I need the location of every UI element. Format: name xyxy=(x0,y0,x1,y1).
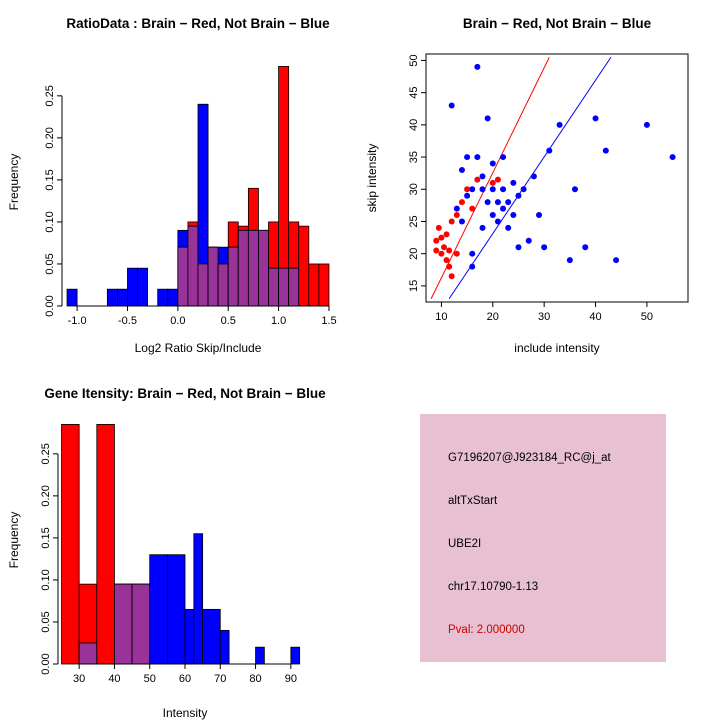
gene-intensity-histogram-ylabel: Frequency xyxy=(7,511,21,569)
svg-text:80: 80 xyxy=(249,673,261,685)
pval-text: Pval: 2.000000 xyxy=(448,624,525,636)
ratio-histogram-ylabel: Frequency xyxy=(7,153,21,211)
event-type-text: altTxStart xyxy=(448,495,498,507)
svg-text:35: 35 xyxy=(408,151,420,163)
svg-text:0.25: 0.25 xyxy=(44,85,56,106)
svg-text:45: 45 xyxy=(408,87,420,99)
svg-text:0.0: 0.0 xyxy=(170,315,185,327)
svg-text:15: 15 xyxy=(408,280,420,292)
svg-text:1.0: 1.0 xyxy=(271,315,286,327)
ratio-histogram-title: RatioData : Brain − Red, Not Brain − Blu… xyxy=(66,16,330,31)
svg-text:-0.5: -0.5 xyxy=(118,315,137,327)
svg-text:70: 70 xyxy=(214,673,226,685)
svg-text:0.05: 0.05 xyxy=(44,253,56,274)
svg-text:0.25: 0.25 xyxy=(40,443,52,464)
svg-text:50: 50 xyxy=(408,54,420,66)
svg-text:90: 90 xyxy=(285,673,297,685)
ratio-histogram-xlabel: Log2 Ratio Skip/Include xyxy=(134,341,262,355)
svg-text:0.10: 0.10 xyxy=(44,211,56,232)
svg-text:30: 30 xyxy=(408,183,420,195)
svg-text:10: 10 xyxy=(435,311,447,323)
svg-text:0.5: 0.5 xyxy=(221,315,236,327)
svg-text:0.15: 0.15 xyxy=(40,527,52,548)
svg-text:30: 30 xyxy=(538,311,550,323)
svg-text:0.10: 0.10 xyxy=(40,569,52,590)
gene-symbol-text: UBE2I xyxy=(448,538,482,550)
svg-text:30: 30 xyxy=(73,673,85,685)
svg-text:0.05: 0.05 xyxy=(40,611,52,632)
intensity-scatter-xlabel: include intensity xyxy=(514,341,600,355)
gene-intensity-histogram-xlabel: Intensity xyxy=(162,706,208,720)
svg-text:50: 50 xyxy=(641,311,653,323)
svg-text:0.00: 0.00 xyxy=(44,295,56,316)
svg-text:40: 40 xyxy=(108,673,120,685)
gene-info-box: G7196207@J923184_RC@j_at altTxStart UBE2… xyxy=(420,414,666,662)
svg-text:0.00: 0.00 xyxy=(40,653,52,674)
intensity-scatter-ylabel: skip intensity xyxy=(365,143,379,213)
intensity-scatter-title: Brain − Red, Not Brain − Blue xyxy=(462,16,652,31)
svg-text:1.5: 1.5 xyxy=(321,315,336,327)
panel-ratio-histogram: -1.0 -0.5 0.0 0.5 1.0 1.5 0.00 0.05 0.10 0.15 0.20… xyxy=(0,0,360,360)
ratio-histogram-plot: -1.0 -0.5 0.0 0.5 1.0 1.5 0.00 0.05 0.10 0.15 0.20… xyxy=(44,66,337,327)
svg-text:20: 20 xyxy=(408,248,420,260)
locus-text: chr17.10790-1.13 xyxy=(448,581,539,593)
svg-text:20: 20 xyxy=(487,311,499,323)
svg-text:50: 50 xyxy=(144,673,156,685)
svg-text:25: 25 xyxy=(408,215,420,227)
panel-gene-intensity-histogram: 30 40 50 60 70 80 90 0.00 0.05 0.10 0.15 0.20 0.25 G… xyxy=(0,360,360,720)
svg-text:0.20: 0.20 xyxy=(44,127,56,148)
svg-text:0.15: 0.15 xyxy=(44,169,56,190)
svg-text:40: 40 xyxy=(589,311,601,323)
panel-intensity-scatter: 10 20 30 40 50 15 20 25 30 35 40 45 50 Brain − Red, … xyxy=(360,0,720,360)
svg-text:0.20: 0.20 xyxy=(40,485,52,506)
gene-intensity-histogram-title: Gene Itensity: Brain − Red, Not Brain − … xyxy=(44,386,326,401)
svg-text:-1.0: -1.0 xyxy=(68,315,87,327)
gene-intensity-histogram-plot: 30 40 50 60 70 80 90 0.00 0.05 0.10 0.15 0.20 0.25 xyxy=(40,424,301,685)
intensity-scatter-plot: 10 20 30 40 50 15 20 25 30 35 40 45 50 xyxy=(408,53,689,323)
svg-text:60: 60 xyxy=(179,673,191,685)
probe-id-text: G7196207@J923184_RC@j_at xyxy=(448,452,611,464)
svg-text:40: 40 xyxy=(408,119,420,131)
